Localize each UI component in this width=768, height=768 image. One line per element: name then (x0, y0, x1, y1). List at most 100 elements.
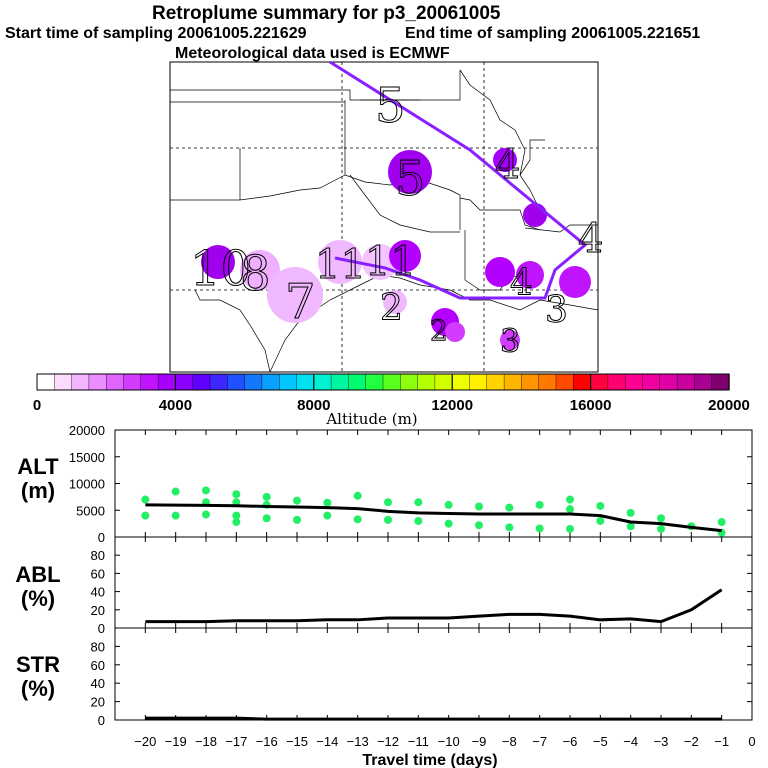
colorbar-cell (711, 373, 730, 391)
plume-point (475, 502, 483, 511)
plume-point (505, 523, 514, 532)
colorbar-cell (417, 373, 436, 391)
colorbar-cell (452, 373, 471, 391)
colorbar-cell (105, 373, 125, 391)
plume-point (566, 495, 574, 504)
x-tick-label: −5 (593, 734, 608, 749)
state-boundaries (170, 69, 599, 373)
x-tick-label: −17 (225, 734, 247, 749)
map-marker-label: 5 (375, 78, 406, 134)
start-time-label: Start time of sampling 20061005.221629 (5, 25, 307, 42)
colorbar-cell (607, 373, 626, 391)
panel-0: 0 5000 10000 15000 20000 ALT(m) (17, 423, 753, 545)
plume-point (171, 511, 180, 520)
plume-point (566, 505, 574, 514)
plume-point (596, 501, 605, 510)
panel-frame (114, 536, 753, 629)
page-title: Retroplume summary for p3_20061005 (152, 3, 501, 24)
colorbar-frame (36, 373, 730, 391)
x-tick-label: −2 (684, 734, 699, 749)
plume-point (323, 511, 332, 520)
x-axis-label: Travel time (days) (362, 752, 497, 768)
plume-point (505, 503, 514, 512)
map-panel: 5 5 4 4 4 10 8 7 11 11 2 3 3 2 (169, 60, 604, 373)
plume-point (596, 516, 605, 525)
colorbar-cell (36, 373, 55, 391)
plume-circle (383, 290, 407, 314)
colorbar-cell (486, 373, 505, 391)
x-tick-label: 0 (748, 734, 755, 749)
colorbar-tick-label: 20000 (708, 397, 750, 414)
colorbar-cell (676, 373, 696, 391)
colorbar-cell (521, 373, 540, 391)
colorbar-cell (192, 373, 211, 391)
y-tick-label: 0 (98, 621, 105, 636)
colorbar-cell (573, 373, 592, 391)
colorbar-cell (694, 373, 713, 391)
y-tick-label: 20000 (69, 423, 105, 438)
y-tick-label: 20 (91, 695, 105, 710)
x-tick-label: −15 (286, 734, 308, 749)
map-marker-label: 8 (240, 246, 271, 302)
plume-point (293, 496, 301, 505)
plume-point (414, 498, 423, 507)
day-markers: 5 5 4 4 4 10 8 7 11 11 2 3 3 2 (190, 78, 604, 361)
colorbar-cell (330, 373, 350, 391)
colorbar-cell (348, 373, 367, 391)
map-grid (170, 62, 598, 372)
plume-circle (493, 148, 517, 172)
x-tick-label: −11 (408, 734, 429, 749)
plume-point (475, 521, 483, 530)
y-tick-label: 10000 (69, 477, 105, 492)
y-tick-label: 60 (91, 658, 105, 673)
colorbar-cell (209, 373, 228, 391)
x-tick-label: −19 (165, 734, 187, 749)
x-tick-label: −4 (623, 734, 638, 749)
y-tick-label: 0 (98, 530, 105, 545)
series-line (145, 588, 723, 624)
y-tick-label: 15000 (69, 450, 105, 465)
plume-point (262, 514, 271, 523)
plume-point (657, 514, 665, 523)
x-tick-label: −10 (438, 734, 460, 749)
y-tick-label: 60 (91, 566, 105, 581)
map-marker-label: 11 (315, 242, 366, 288)
panel-1: 0 20 40 60 80 ABL(%) (15, 536, 753, 636)
panel-ylabel: (%) (21, 676, 55, 701)
x-tick-label: −14 (316, 734, 338, 749)
plume-circle (559, 266, 591, 298)
colorbar-cell (296, 373, 315, 391)
plume-point (232, 490, 241, 499)
colorbar-cell (625, 373, 644, 391)
colorbar-cell (642, 373, 661, 391)
x-tick-label: −20 (134, 734, 156, 749)
colorbar-cell (469, 373, 488, 391)
plume-circle (201, 245, 235, 279)
plume-point (535, 524, 544, 533)
colorbar-cell (140, 373, 159, 391)
colorbar-cell (261, 373, 280, 391)
map-marker-label: 11 (365, 239, 416, 285)
plume-point (202, 510, 210, 519)
plume-circles (201, 148, 591, 350)
colorbar-tick-label: 0 (33, 397, 41, 414)
plume-circle (318, 240, 362, 284)
plume-point (141, 511, 150, 520)
colorbar-cell (313, 373, 332, 391)
colorbar-cell (175, 373, 194, 391)
x-tick-label: −18 (195, 734, 217, 749)
plume-point (717, 518, 726, 527)
map-marker-label: 4 (510, 263, 533, 304)
plume-point (444, 519, 453, 528)
plume-point (353, 515, 362, 524)
x-tick-label: −16 (256, 734, 278, 749)
plume-point (626, 508, 635, 517)
plume-point (444, 500, 453, 509)
colorbar-label: Altitude (m) (325, 410, 417, 428)
map-marker-label: 7 (285, 274, 316, 330)
colorbar-cell (88, 373, 107, 391)
colorbar-tick-label: 12000 (431, 397, 473, 414)
y-tick-label: 20 (91, 603, 105, 618)
x-tick-label: −6 (563, 734, 578, 749)
plume-point (566, 524, 574, 533)
